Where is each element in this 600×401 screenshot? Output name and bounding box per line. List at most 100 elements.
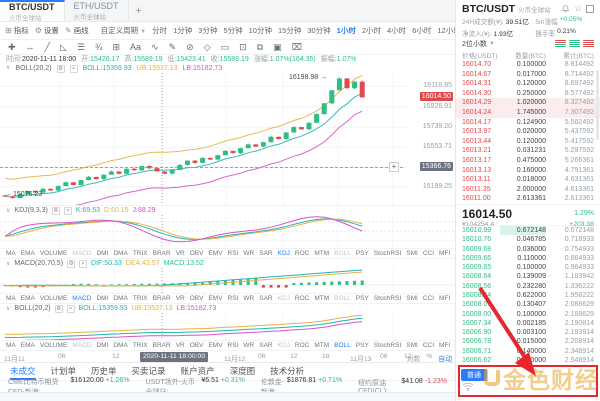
delete-icon[interactable]: ⌧	[291, 41, 302, 52]
indicator-tab-macd[interactable]: MACD	[72, 342, 92, 349]
ask-row[interactable]: 16013.13 0.160000 4.791361	[456, 166, 600, 176]
indicator-tab-dma[interactable]: DMA	[113, 250, 128, 257]
indicator-tab-ma[interactable]: MA	[6, 295, 16, 302]
indicator-tab-rsi[interactable]: RSI	[227, 295, 239, 302]
indicator-tab-rsi[interactable]: RSI	[227, 342, 239, 349]
indicator-close-icon[interactable]: ×	[66, 304, 75, 313]
indicator-tab-mfi[interactable]: MFI	[439, 295, 451, 302]
indicator-tab-sar[interactable]: SAR	[259, 295, 273, 302]
indicator-tab-kdj[interactable]: KDJ	[277, 295, 290, 302]
indicator-tab-cci[interactable]: CCI	[422, 295, 435, 302]
timeframe-3分钟[interactable]: 3分钟	[198, 26, 218, 35]
indicator-tab-trix[interactable]: TRIX	[132, 342, 148, 349]
timeframe-12小时[interactable]: 12小时	[437, 26, 461, 35]
indicator-settings-icon[interactable]: ⚙	[56, 64, 65, 73]
angle-icon[interactable]: ◺	[59, 41, 67, 52]
layout-icon[interactable]	[586, 4, 594, 13]
indicator-tab-boll[interactable]: BOLL	[334, 342, 351, 349]
indicator-tab-emv[interactable]: EMV	[208, 342, 223, 349]
bid-row[interactable]: 16006.71 0.140000 2.348914	[456, 347, 600, 356]
indicator-tab-obv[interactable]: OBV	[189, 342, 204, 349]
indicator-tab-sar[interactable]: SAR	[259, 342, 273, 349]
indicator-tab-kdj[interactable]: KDJ	[277, 250, 290, 257]
custom-period-dropdown[interactable]: 自定义周期 ▼	[101, 25, 147, 36]
timeframe-15分钟[interactable]: 15分钟	[277, 26, 302, 35]
indicator-close-icon[interactable]: ×	[63, 206, 72, 215]
bid-row[interactable]: 16009.65 0.100000 0.964933	[456, 263, 600, 272]
indicator-tab-ema[interactable]: EMA	[20, 295, 35, 302]
indicator-tab-smi[interactable]: SMI	[406, 295, 418, 302]
indicator-settings-icon[interactable]: ⚙	[54, 304, 63, 313]
ruler-icon[interactable]: ▭	[220, 41, 230, 52]
bottom-tab-深度图[interactable]: 深度图	[229, 365, 256, 376]
timeframe-30分钟[interactable]: 30分钟	[307, 26, 331, 35]
indicator-tab-cci[interactable]: CCI	[422, 342, 435, 349]
bid-row[interactable]: 16009.66 0.110000 0.864933	[456, 254, 600, 263]
candlestick-chart[interactable]: 16116.85 15926.91 15739.20 15553.71 15189.25…	[0, 73, 455, 205]
bottom-tab-未成交[interactable]: 未成交	[10, 363, 36, 380]
ask-row[interactable]: 16013.97 0.020000 5.437592	[456, 127, 600, 137]
indicator-tab-stochrsi[interactable]: StochRSI	[373, 250, 402, 257]
indicator-tab-psy[interactable]: PSY	[355, 295, 369, 302]
draw-button[interactable]: ✎ 画线	[65, 25, 89, 36]
timeframe-2小时[interactable]: 2小时	[361, 26, 382, 35]
copy-icon[interactable]: ⧉	[256, 41, 264, 52]
magnet-icon[interactable]: ◇	[203, 41, 211, 52]
indicators-button[interactable]: ⊞ 指标	[5, 25, 29, 36]
indicator-tab-trix[interactable]: TRIX	[132, 295, 148, 302]
indicator-tab-emv[interactable]: EMV	[208, 295, 223, 302]
indicator-tab-emv[interactable]: EMV	[208, 250, 223, 257]
bottom-tab-买卖记录[interactable]: 买卖记录	[131, 365, 166, 376]
indicator-tab-macd[interactable]: MACD	[72, 250, 92, 257]
indicator-tab-ma[interactable]: MA	[6, 250, 16, 257]
screenshot-icon[interactable]: ▣	[273, 41, 282, 52]
scale-control-1[interactable]: 对数	[406, 356, 421, 363]
indicator-tab-wr[interactable]: WR	[243, 295, 255, 302]
book-both-icon[interactable]	[555, 39, 566, 48]
indicator-tab-mtm[interactable]: MTM	[314, 295, 330, 302]
ask-row[interactable]: 16014.67 0.017000 8.714492	[456, 70, 600, 80]
indicator-settings-icon[interactable]: ⚙	[51, 206, 60, 215]
scale-control-3[interactable]: 自动	[438, 356, 452, 363]
indicator-tab-mfi[interactable]: MFI	[439, 342, 451, 349]
macd-chart[interactable]	[0, 268, 455, 293]
ask-row[interactable]: 16011.00 2.613361 2.613361	[456, 194, 600, 204]
indicator-tab-vr[interactable]: VR	[175, 295, 185, 302]
indicator-tab-boll[interactable]: BOLL	[334, 295, 351, 302]
parallel-lines-icon[interactable]: ☰	[76, 41, 85, 52]
indicator-tab-roc[interactable]: ROC	[294, 295, 310, 302]
ask-row[interactable]: 16014.24 1.745000 7.307492	[456, 107, 600, 118]
ask-row[interactable]: 16013.21 0.031231 5.297592	[456, 146, 600, 156]
settings-button[interactable]: ⚙ 设置	[35, 25, 59, 36]
bid-row[interactable]: 16009.68 0.036000 0.754933	[456, 245, 600, 254]
bid-row[interactable]: 16007.34 0.002185 2.190814	[456, 319, 600, 328]
bid-row[interactable]: 16006.90 0.003100 2.193914	[456, 328, 600, 337]
scale-control-2[interactable]: %	[426, 353, 433, 360]
ask-row[interactable]: 16014.31 0.120000 8.697492	[456, 79, 600, 89]
book-bids-icon[interactable]	[569, 39, 580, 48]
alert-icon[interactable]	[561, 4, 570, 13]
timeframe-10分钟[interactable]: 10分钟	[248, 26, 272, 35]
measure-icon[interactable]: ↔	[25, 41, 35, 52]
indicator-tab-stochrsi[interactable]: StochRSI	[373, 295, 402, 302]
indicator-tab-ema[interactable]: EMA	[20, 342, 35, 349]
bid-row[interactable]: 16008.56 0.232280 1.336222	[456, 282, 600, 291]
indicator-tab-trix[interactable]: TRIX	[132, 250, 148, 257]
indicator-tab-dmi[interactable]: DMI	[96, 250, 109, 257]
add-tab-button[interactable]: +	[135, 4, 142, 17]
wave-icon[interactable]: ∿	[151, 41, 159, 52]
indicator-tab-volume[interactable]: VOLUME	[39, 295, 68, 302]
bid-row[interactable]: 16010.99 0.672148 0.672148	[456, 225, 600, 236]
timeframe-分时[interactable]: 分时	[152, 26, 168, 35]
indicator-tab-dmi[interactable]: DMI	[96, 342, 109, 349]
collapse-icon[interactable]: ∨	[6, 261, 11, 267]
ask-row[interactable]: 16014.29 1.020000 8.327492	[456, 98, 600, 108]
indicator-tab-obv[interactable]: OBV	[189, 295, 204, 302]
bottom-tab-计划单[interactable]: 计划单	[50, 365, 77, 376]
collapse-icon[interactable]: ∨	[6, 208, 11, 214]
ask-row[interactable]: 16013.44 0.120000 5.417592	[456, 137, 600, 147]
bid-row[interactable]: 16008.64 0.139009 1.103942	[456, 272, 600, 281]
indicator-close-icon[interactable]: ×	[79, 259, 88, 268]
ask-row[interactable]: 16011.35 2.000000 4.613361	[456, 185, 600, 195]
indicator-close-icon[interactable]: ×	[69, 64, 78, 73]
